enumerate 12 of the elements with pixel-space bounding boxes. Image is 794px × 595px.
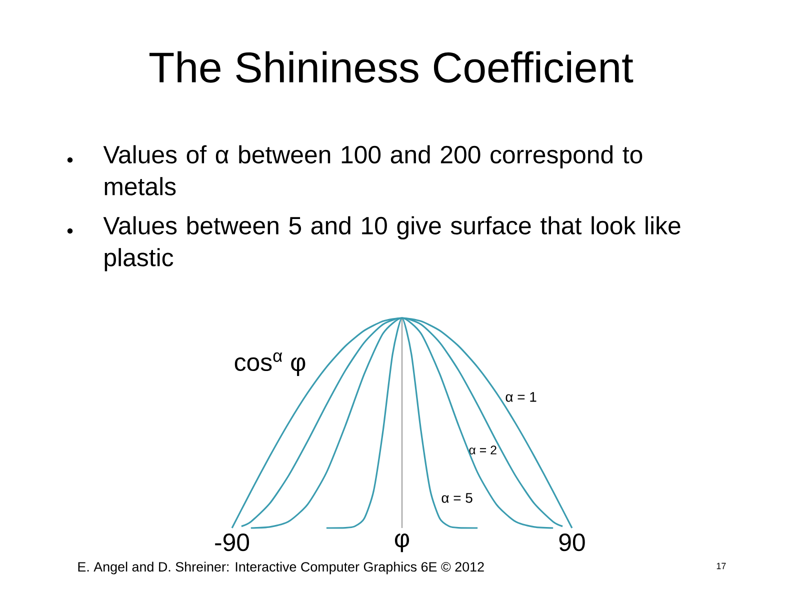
text: Values of α between 100 and 200 correspond to metals [103, 145, 642, 196]
annotation: α = 5 [442, 493, 472, 503]
y-axis-title: cos$^{α}$ φ [234, 352, 306, 376]
x-tick-label: φ [394, 534, 410, 552]
chart-title: The Shininess Coefficient [149, 51, 634, 83]
text: 17 [716, 562, 726, 570]
x-tick-label: 90 [559, 534, 585, 552]
text: Values between 5 and 10 give surface that look like plastic [103, 216, 680, 272]
annotation: α = 1 [506, 392, 536, 402]
annotation: α = 2 [469, 446, 496, 454]
text: E. Angel and D. Shreiner: Interactive Computer Graphics 6E © 2012 [78, 562, 484, 574]
x-tick-label: -90 [215, 534, 250, 552]
